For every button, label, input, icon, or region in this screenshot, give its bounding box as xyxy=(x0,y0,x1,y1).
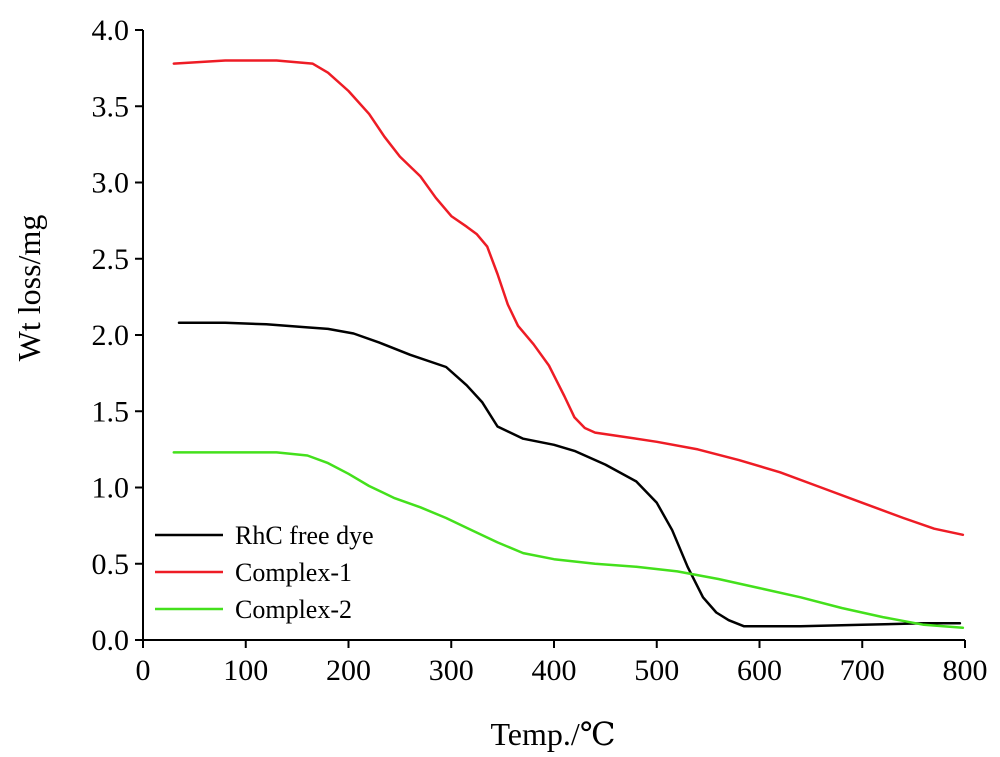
x-tick-label: 700 xyxy=(840,654,885,687)
legend-label: RhC free dye xyxy=(235,521,374,550)
y-tick-label: 0.5 xyxy=(92,548,130,581)
x-tick-label: 800 xyxy=(943,654,988,687)
x-tick-label: 400 xyxy=(532,654,577,687)
y-tick-label: 3.0 xyxy=(92,167,130,200)
legend-label: Complex-2 xyxy=(235,595,352,624)
y-tick-label: 4.0 xyxy=(92,14,130,47)
series-line-1 xyxy=(177,321,962,628)
y-tick-label: 0.0 xyxy=(92,624,130,657)
series-line-2 xyxy=(172,59,965,537)
x-tick-label: 300 xyxy=(429,654,474,687)
x-tick-label: 100 xyxy=(223,654,268,687)
y-tick-label: 1.5 xyxy=(92,395,130,428)
series-layer xyxy=(172,59,965,630)
axes: 0 100 200 300 400 500 600 700 800 0.0 0.5 1.0 1.5 2.0… xyxy=(92,14,988,687)
x-tick-label: 200 xyxy=(326,654,371,687)
y-tick-label: 2.0 xyxy=(92,319,130,352)
y-tick-label: 3.5 xyxy=(92,90,130,123)
x-axis-label: Temp./℃ xyxy=(490,716,615,752)
y-tick-label: 2.5 xyxy=(92,243,130,276)
x-tick-label: 600 xyxy=(737,654,782,687)
x-tick-label: 0 xyxy=(136,654,151,687)
y-tick-label: 1.0 xyxy=(92,472,130,505)
legend-label: Complex-1 xyxy=(235,558,352,587)
y-axis-label: Wt loss/mg xyxy=(11,215,47,362)
legend: RhC free dye Complex-1 Complex-2 xyxy=(155,521,374,624)
x-tick-label: 500 xyxy=(634,654,679,687)
series-line-3 xyxy=(172,451,965,630)
